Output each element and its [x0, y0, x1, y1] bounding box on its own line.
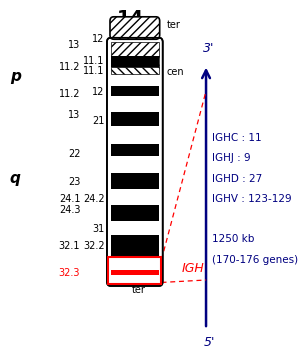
Text: 12: 12: [92, 34, 105, 43]
Text: 23: 23: [68, 177, 80, 187]
Text: 13: 13: [68, 110, 80, 120]
Text: 24.3: 24.3: [59, 205, 80, 215]
Bar: [111, 173, 159, 189]
Bar: [111, 42, 159, 56]
FancyBboxPatch shape: [107, 38, 163, 286]
Bar: [111, 270, 159, 275]
Text: (170-176 genes): (170-176 genes): [212, 255, 298, 265]
Text: ter: ter: [167, 20, 181, 30]
Text: ter: ter: [132, 285, 146, 295]
Text: IGHD : 27: IGHD : 27: [212, 174, 262, 184]
Text: cen: cen: [167, 67, 184, 77]
Text: 11.2: 11.2: [59, 89, 80, 99]
Bar: [111, 144, 159, 156]
Text: 1250 kb: 1250 kb: [212, 234, 255, 245]
Bar: [111, 86, 159, 96]
Text: 32.2: 32.2: [83, 241, 105, 251]
Text: 12: 12: [92, 87, 105, 97]
Bar: [108, 257, 161, 284]
Text: IGHJ : 9: IGHJ : 9: [212, 153, 251, 163]
Text: 13: 13: [68, 41, 80, 50]
Text: 11.1: 11.1: [83, 56, 105, 66]
Text: q: q: [10, 171, 21, 186]
FancyBboxPatch shape: [110, 17, 160, 39]
Bar: [111, 112, 159, 126]
Text: 11.1: 11.1: [83, 66, 105, 76]
Text: 24.2: 24.2: [83, 194, 105, 204]
Text: IGHC : 11: IGHC : 11: [212, 133, 262, 143]
Bar: [111, 205, 159, 220]
Bar: [111, 56, 159, 66]
Text: 21: 21: [92, 116, 105, 126]
Text: 14: 14: [117, 9, 144, 28]
Text: IGH: IGH: [182, 262, 205, 275]
Text: p: p: [10, 70, 21, 84]
Text: 32.3: 32.3: [59, 268, 80, 278]
Text: 5': 5': [203, 336, 215, 349]
Text: 32.1: 32.1: [59, 241, 80, 251]
Text: IGHV : 123-129: IGHV : 123-129: [212, 194, 292, 204]
Bar: [111, 234, 159, 257]
Text: 3': 3': [203, 42, 215, 55]
Text: 11.2: 11.2: [59, 62, 80, 72]
Text: 31: 31: [92, 224, 105, 234]
Bar: [111, 56, 159, 66]
Text: 22: 22: [68, 149, 80, 159]
Text: 24.1: 24.1: [59, 195, 80, 204]
Bar: [111, 66, 159, 74]
